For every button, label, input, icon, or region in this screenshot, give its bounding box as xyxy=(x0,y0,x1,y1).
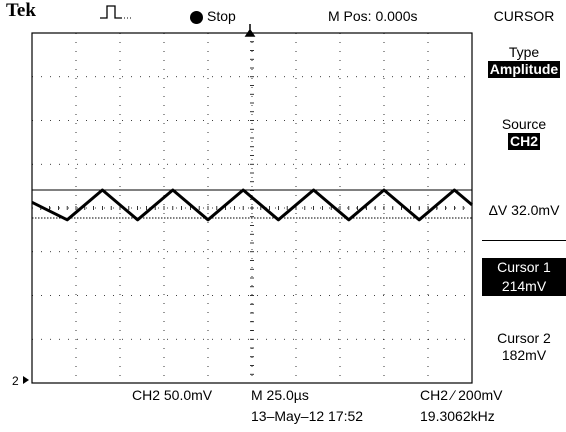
cursor1-value: 214mV xyxy=(501,278,547,294)
menu-title: CURSOR xyxy=(493,8,555,24)
time-scale: M 25.0µs xyxy=(251,387,309,403)
date-time: 13–May–12 17:52 xyxy=(251,408,364,424)
delta-v-readout: ΔV 32.0mV xyxy=(488,202,560,218)
ch2-waveform xyxy=(31,188,473,222)
menu-type[interactable]: Type Amplitude xyxy=(482,44,566,78)
frequency-readout: 19.3062kHz xyxy=(420,408,495,424)
horizontal-position: M Pos: 0.000s xyxy=(328,8,418,24)
trigger-setting: CH2 ∕ 200mV xyxy=(420,387,503,403)
menu-cursor2[interactable]: Cursor 2 182mV xyxy=(482,330,566,364)
menu-type-value: Amplitude xyxy=(487,61,561,78)
cursor2-label: Cursor 2 xyxy=(497,330,551,346)
waveform-display: 2 xyxy=(12,24,473,388)
trigger-position-marker xyxy=(244,24,256,37)
menu-type-label: Type xyxy=(508,44,540,60)
menu-source-label: Source xyxy=(501,116,547,132)
cursor2-value: 182mV xyxy=(501,347,547,363)
run-status: Stop xyxy=(207,8,236,24)
menu-cursor1[interactable]: Cursor 1 214mV xyxy=(482,258,566,296)
brand-logo: Tek xyxy=(6,0,36,21)
menu-divider xyxy=(482,240,566,241)
menu-source-value: CH2 xyxy=(507,133,540,150)
cursor1-label: Cursor 1 xyxy=(497,259,551,275)
trigger-pulse-icon xyxy=(100,5,131,19)
channel-ground-marker: 2 xyxy=(12,374,19,388)
ground-arrow-icon xyxy=(23,376,29,384)
menu-source[interactable]: Source CH2 xyxy=(482,116,566,150)
run-status-icon xyxy=(190,11,203,24)
ch2-scale: CH2 50.0mV xyxy=(132,387,213,403)
